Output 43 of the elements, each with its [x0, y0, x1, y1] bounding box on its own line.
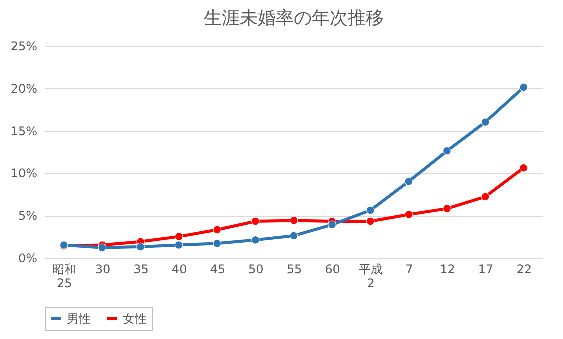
x-tick-label: 平成 2	[359, 262, 384, 290]
point	[481, 118, 490, 126]
point	[404, 178, 414, 186]
y-tick-label: 25%	[10, 40, 38, 54]
point	[366, 217, 375, 226]
point	[213, 226, 222, 234]
y-tick-label: 10%	[10, 166, 38, 181]
point	[136, 242, 145, 252]
point	[520, 164, 528, 172]
point	[290, 216, 298, 225]
point	[174, 232, 184, 241]
x-tick-label: 30	[95, 262, 111, 276]
x-tick-label: 35	[134, 262, 149, 276]
point	[213, 239, 222, 248]
x-tick-label: 60	[325, 262, 340, 276]
x-tick-label: 22	[516, 262, 532, 276]
point	[98, 244, 107, 252]
legend-label: 男性	[67, 312, 91, 326]
point	[481, 192, 490, 202]
y-tick-label: 20%	[10, 82, 38, 96]
y-tick-label: 0%	[18, 252, 38, 266]
point	[366, 206, 375, 215]
x-tick-label: 45	[210, 262, 226, 276]
point	[290, 232, 298, 240]
point	[404, 210, 414, 219]
x-tick-label: 50	[248, 262, 264, 276]
x-tick-label: 7	[406, 262, 414, 276]
point	[252, 236, 260, 244]
point	[328, 220, 336, 230]
y-tick-label: 15%	[10, 124, 38, 138]
x-tick-label: 17	[478, 262, 494, 276]
x-tick-label: 昭和 25	[52, 262, 77, 290]
point	[443, 204, 452, 213]
x-tick-label: 55	[286, 262, 302, 276]
point	[520, 83, 528, 92]
point	[252, 217, 260, 226]
y-tick-label: 5%	[18, 209, 38, 224]
x-tick-label: 12	[440, 262, 456, 276]
legend-label: 女性	[123, 312, 147, 326]
x-tick-label: 40	[172, 262, 188, 276]
chart-title: 生涯未婚率の年次推移	[204, 8, 384, 29]
point	[443, 147, 452, 156]
point	[174, 241, 184, 250]
